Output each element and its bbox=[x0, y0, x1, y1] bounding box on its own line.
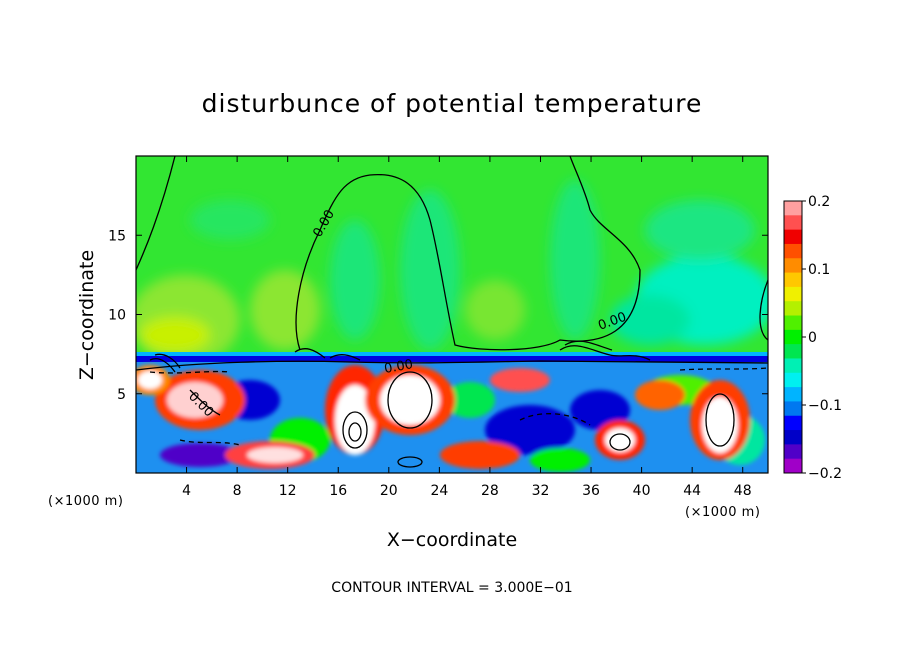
field-cool-patch bbox=[400, 190, 460, 350]
contour-positive-loop bbox=[348, 422, 362, 442]
colorbar-segment bbox=[784, 415, 802, 431]
colorbar-tick-label: −0.1 bbox=[808, 398, 842, 414]
colorbar-segment bbox=[784, 358, 802, 374]
contour-positive-loop bbox=[397, 456, 423, 468]
field-warm-core bbox=[140, 317, 210, 353]
x-tick-label: 40 bbox=[633, 483, 651, 499]
field-cool-patch bbox=[330, 220, 380, 340]
field-warm-plume bbox=[702, 397, 738, 453]
colorbar-segment bbox=[784, 329, 802, 345]
x-unit-label-right: (×1000 m) bbox=[685, 505, 760, 520]
colorbar-tick-label: 0 bbox=[808, 330, 817, 346]
colorbar-segment bbox=[784, 272, 802, 288]
colorbar-segment bbox=[784, 401, 802, 417]
field-neutral-eddy bbox=[445, 382, 495, 418]
contour-cluster bbox=[559, 340, 651, 361]
contour-zero-line bbox=[136, 156, 176, 271]
field-warm-plume bbox=[138, 371, 162, 389]
colorbar-tick-label: 0.2 bbox=[808, 194, 830, 210]
field-warm-plume bbox=[440, 441, 520, 469]
contour-interval-note: CONTOUR INTERVAL = 3.000E−01 bbox=[331, 580, 572, 596]
heatmap-field bbox=[136, 156, 768, 473]
colorbar: 0.2 0.1 0 −0.1 −0.2 bbox=[783, 194, 842, 482]
field-warm-patch bbox=[250, 270, 320, 350]
colorbar-segment bbox=[784, 344, 802, 359]
field-warm-plume bbox=[490, 368, 550, 392]
x-unit-label-left: (×1000 m) bbox=[48, 494, 123, 509]
x-tick-label: 20 bbox=[380, 483, 398, 499]
contour-zero-line bbox=[136, 360, 768, 371]
x-tick-label: 44 bbox=[683, 483, 701, 499]
contour-cluster bbox=[294, 348, 361, 361]
x-tick-label: 4 bbox=[182, 483, 191, 499]
contour-lines bbox=[136, 156, 768, 468]
field-warm-plume bbox=[635, 380, 685, 410]
x-tick-label: 48 bbox=[734, 483, 752, 499]
colorbar-segment bbox=[784, 243, 802, 259]
contour-zero-line bbox=[759, 279, 768, 341]
y-tick-label: 15 bbox=[108, 228, 126, 244]
x-tick-label: 36 bbox=[582, 483, 600, 499]
field-inversion-band bbox=[136, 352, 768, 359]
colorbar-segment bbox=[784, 215, 802, 231]
x-tick-label: 24 bbox=[430, 483, 448, 499]
y-axis-label: Z−coordinate bbox=[76, 250, 98, 380]
colorbar-segment bbox=[784, 315, 802, 331]
x-tick-label: 12 bbox=[279, 483, 297, 499]
colorbar-segment bbox=[784, 444, 802, 460]
colorbar-segment bbox=[784, 430, 802, 445]
x-tick-label: 8 bbox=[233, 483, 242, 499]
colorbar-segment bbox=[784, 387, 802, 402]
chart-title: disturbunce of potential temperature bbox=[202, 89, 703, 118]
x-axis: 4 8 12 16 20 24 28 32 36 40 44 48 bbox=[182, 156, 752, 499]
colorbar-segment bbox=[784, 229, 802, 245]
contour-negative-line bbox=[149, 370, 231, 374]
colorbar-segment bbox=[784, 458, 802, 474]
y-tick-label: 5 bbox=[117, 387, 126, 403]
contour-cluster bbox=[189, 389, 221, 416]
colorbar-segment bbox=[784, 301, 802, 317]
field-cold-eddy bbox=[160, 443, 240, 467]
colorbar-tick-label: −0.2 bbox=[808, 466, 842, 482]
field-cold-eddy bbox=[485, 405, 575, 455]
contour-label: 0.00 bbox=[383, 357, 414, 377]
contour-zero-line bbox=[295, 156, 641, 351]
contour-negative-line bbox=[179, 439, 241, 446]
field-warm-plume bbox=[605, 428, 635, 452]
field-inversion-band bbox=[136, 356, 768, 362]
x-axis-label: X−coordinate bbox=[387, 529, 517, 551]
field-warm-patch bbox=[465, 280, 525, 340]
y-tick-label: 10 bbox=[108, 308, 126, 324]
contour-cluster bbox=[149, 353, 181, 373]
colorbar-segment bbox=[784, 258, 802, 274]
y-axis: 5 10 15 bbox=[108, 228, 768, 403]
field-warm-plume bbox=[380, 375, 440, 425]
contour-negative-line bbox=[519, 413, 591, 426]
field-warm-plume bbox=[167, 382, 223, 418]
colorbar-segment bbox=[784, 286, 802, 302]
field-cool-patch bbox=[645, 200, 755, 260]
contour-positive-loop bbox=[705, 393, 735, 447]
colorbar-tick-label: 0.1 bbox=[808, 262, 830, 278]
field-cold-eddy bbox=[570, 390, 630, 430]
colorbar-segment bbox=[784, 201, 802, 216]
x-tick-label: 16 bbox=[329, 483, 347, 499]
x-tick-label: 28 bbox=[481, 483, 499, 499]
field-warm-plume bbox=[247, 447, 303, 463]
x-tick-label: 32 bbox=[532, 483, 550, 499]
contour-positive-loop bbox=[609, 433, 631, 451]
contour-positive-loop bbox=[342, 411, 368, 449]
colorbar-segment bbox=[784, 372, 802, 388]
field-cold-patch bbox=[610, 295, 690, 345]
contour-positive-loop bbox=[387, 371, 433, 429]
field-neutral-eddy bbox=[530, 448, 590, 472]
field-cool-patch bbox=[190, 200, 270, 240]
field-cool-patch bbox=[550, 180, 600, 340]
field-warm-plume bbox=[335, 385, 375, 455]
